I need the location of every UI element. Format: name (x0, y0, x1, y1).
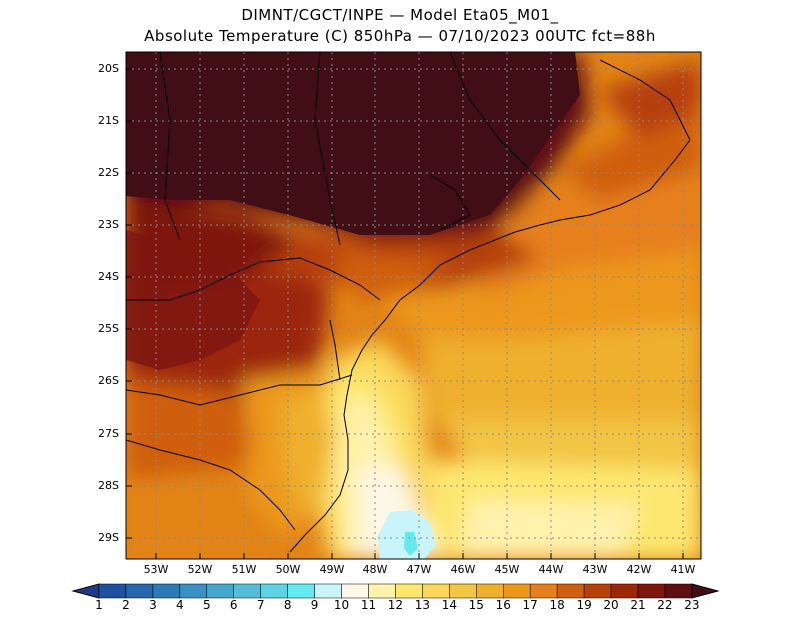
map-title: DIMNT/CGCT/INPE — Model Eta05_M01_ (241, 6, 559, 24)
colorbar-label: 4 (176, 598, 184, 612)
colorbar-box (664, 583, 693, 599)
lat-lon-grid (126, 52, 701, 559)
lon-label: 53W (143, 563, 169, 576)
colorbar-box (206, 583, 235, 599)
colorbar-label: 21 (630, 598, 646, 612)
lat-label: 26S (98, 374, 119, 387)
political-boundaries (126, 52, 691, 553)
colorbar-box (476, 583, 504, 599)
colorbar-box (556, 583, 585, 599)
colorbar-arrow-low (71, 583, 100, 599)
colorbar-label: 9 (310, 598, 319, 612)
lon-label: 52W (187, 563, 213, 576)
colorbar-box (314, 583, 342, 599)
lat-label: 29S (98, 531, 119, 544)
lon-label: 45W (494, 563, 520, 576)
colorbar-label: 7 (256, 598, 265, 612)
colorbar-label: 11 (360, 598, 377, 612)
lon-label: 41W (670, 563, 696, 576)
temperature-colorbar (71, 583, 720, 599)
colorbar-box (125, 583, 154, 599)
colorbar-label: 10 (333, 598, 350, 612)
colorbar-label: 16 (495, 598, 511, 612)
map-subtitle: Absolute Temperature (C) 850hPa — 07/10/… (144, 27, 656, 45)
colorbar-box (368, 583, 396, 599)
colorbar-box (260, 583, 288, 599)
colorbar-box (152, 583, 181, 599)
lon-label: 50W (275, 563, 301, 576)
colorbar-box (503, 583, 531, 599)
colorbar-label: 23 (684, 598, 700, 612)
lon-label: 42W (626, 563, 652, 576)
colorbar-box (583, 583, 612, 599)
lon-label: 49W (319, 563, 345, 576)
lat-label: 24S (98, 270, 119, 283)
colorbar-box (422, 583, 450, 599)
colorbar-box (637, 583, 666, 599)
colorbar-label: 14 (441, 598, 457, 612)
lat-label: 22S (98, 166, 119, 179)
lat-label: 23S (98, 218, 119, 231)
colorbar-label: 8 (283, 598, 292, 612)
lat-label: 28S (98, 479, 119, 492)
colorbar-label: 2 (122, 598, 130, 612)
colorbar-label: 5 (202, 598, 211, 612)
lat-label: 25S (98, 322, 119, 335)
lon-label: 48W (362, 563, 388, 576)
axis-ticks (126, 68, 684, 559)
lat-label: 27S (98, 427, 119, 440)
colorbar-box (610, 583, 639, 599)
colorbar-label: 3 (149, 598, 157, 612)
colorbar-box (341, 583, 369, 599)
colorbar-box (529, 583, 558, 599)
lon-label: 44W (538, 563, 564, 576)
colorbar-box (233, 583, 261, 599)
map-frame (125, 51, 702, 560)
colorbar-label: 20 (603, 598, 619, 612)
colorbar-label: 18 (549, 598, 565, 612)
colorbar-box (179, 583, 208, 599)
colorbar-box (395, 583, 423, 599)
colorbar-box (287, 583, 315, 599)
lon-label: 43W (582, 563, 608, 576)
colorbar-label: 15 (468, 598, 484, 612)
colorbar-arrow-high (691, 583, 720, 599)
colorbar-label: 22 (657, 598, 673, 612)
colorbar-label: 1 (95, 598, 103, 612)
lon-label: 51W (231, 563, 257, 576)
colorbar-box (449, 583, 477, 599)
lon-label: 46W (450, 563, 476, 576)
colorbar-box (98, 583, 127, 599)
colorbar-label: 12 (387, 598, 404, 612)
lon-label: 47W (406, 563, 432, 576)
colorbar-label: 6 (229, 598, 238, 612)
colorbar-label: 13 (414, 598, 431, 612)
temperature-field (126, 52, 701, 559)
lat-label: 20S (98, 62, 119, 75)
lat-label: 21S (98, 114, 119, 127)
colorbar-label: 19 (576, 598, 592, 612)
colorbar-label: 17 (522, 598, 538, 612)
